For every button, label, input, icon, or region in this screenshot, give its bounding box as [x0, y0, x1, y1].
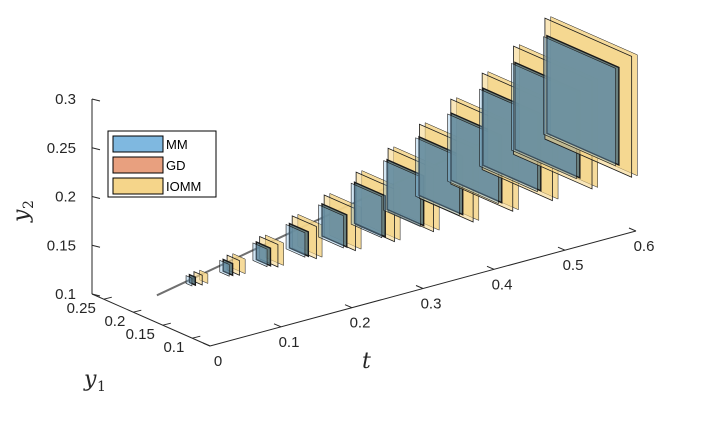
slices-layer [156, 16, 638, 297]
mm-slice [546, 34, 620, 167]
t-tick-mark [628, 227, 637, 232]
y1-tick-mark [192, 335, 201, 339]
y1-axis-subscript: 1 [97, 379, 106, 395]
y2-axis-label: y [9, 209, 34, 223]
y1-tick-mark [162, 322, 171, 326]
t-tick-label: 0 [214, 353, 222, 370]
legend-label-gd: GD [166, 158, 186, 173]
t-tick-label: 0.2 [350, 315, 371, 332]
legend: MM GD IOMM [107, 130, 217, 198]
y2-tick-label: 0.3 [55, 91, 76, 108]
y1-tick-label: 0.1 [163, 339, 184, 356]
ticks-layer: 00.10.20.30.40.50.60.250.20.150.10.30.25… [47, 91, 655, 370]
mm-slice-highlight [285, 224, 306, 258]
y2-tick-mark [91, 196, 101, 199]
y2-tick-label: 0.15 [47, 237, 76, 254]
legend-swatch-iomm [112, 177, 164, 195]
legend-label-mm: MM [166, 137, 188, 152]
y2-tick-label: 0.2 [55, 189, 76, 206]
t-tick-label: 0.6 [634, 238, 655, 255]
mm-slice-highlight [350, 182, 383, 239]
mm-slice-highlight [543, 36, 616, 167]
y2-tick-mark [91, 244, 101, 248]
y1-tick-label: 0.15 [126, 326, 155, 343]
y2-tick-mark [91, 98, 101, 102]
y2-tick-mark [91, 147, 101, 151]
mm-slice [222, 258, 234, 277]
legend-swatch-mm [112, 135, 164, 153]
t-axis-label: t [362, 349, 371, 374]
t-tick-mark [486, 265, 495, 270]
t-tick-label: 0.3 [421, 296, 442, 313]
t-tick-label: 0.4 [492, 276, 513, 293]
mm-slice-highlight [318, 204, 344, 249]
y1-tick-label: 0.2 [104, 313, 125, 330]
mm-slice [288, 222, 310, 258]
mm-slice [188, 273, 197, 287]
y1-axis-label: y [83, 367, 97, 392]
mm-slice-highlight [185, 275, 193, 287]
t-tick-mark [557, 246, 566, 251]
t-tick-mark [415, 285, 424, 289]
y2-axis-subscript: 2 [21, 200, 37, 209]
y2-tick-label: 0.25 [47, 140, 76, 157]
t-tick-mark [273, 323, 282, 328]
y2-tick-label: 0.1 [55, 286, 76, 303]
mm-slice-highlight [252, 242, 268, 268]
mm-slice-highlight [219, 259, 230, 277]
y1-tick-label: 0.25 [67, 300, 96, 317]
y1-tick-mark [133, 309, 142, 313]
legend-label-iomm: IOMM [166, 179, 201, 194]
t-tick-mark [202, 342, 211, 347]
legend-swatch-gd [112, 156, 164, 174]
t-tick-mark [344, 304, 353, 309]
axis-labels: t y 1 y 2 [9, 200, 371, 395]
t-tick-label: 0.5 [563, 257, 584, 274]
y1-axis-line [91, 293, 211, 347]
mm-slice [353, 181, 386, 238]
t-tick-label: 0.1 [279, 334, 300, 351]
y2-tick-mark [91, 293, 101, 297]
y1-tick-mark [103, 296, 112, 300]
